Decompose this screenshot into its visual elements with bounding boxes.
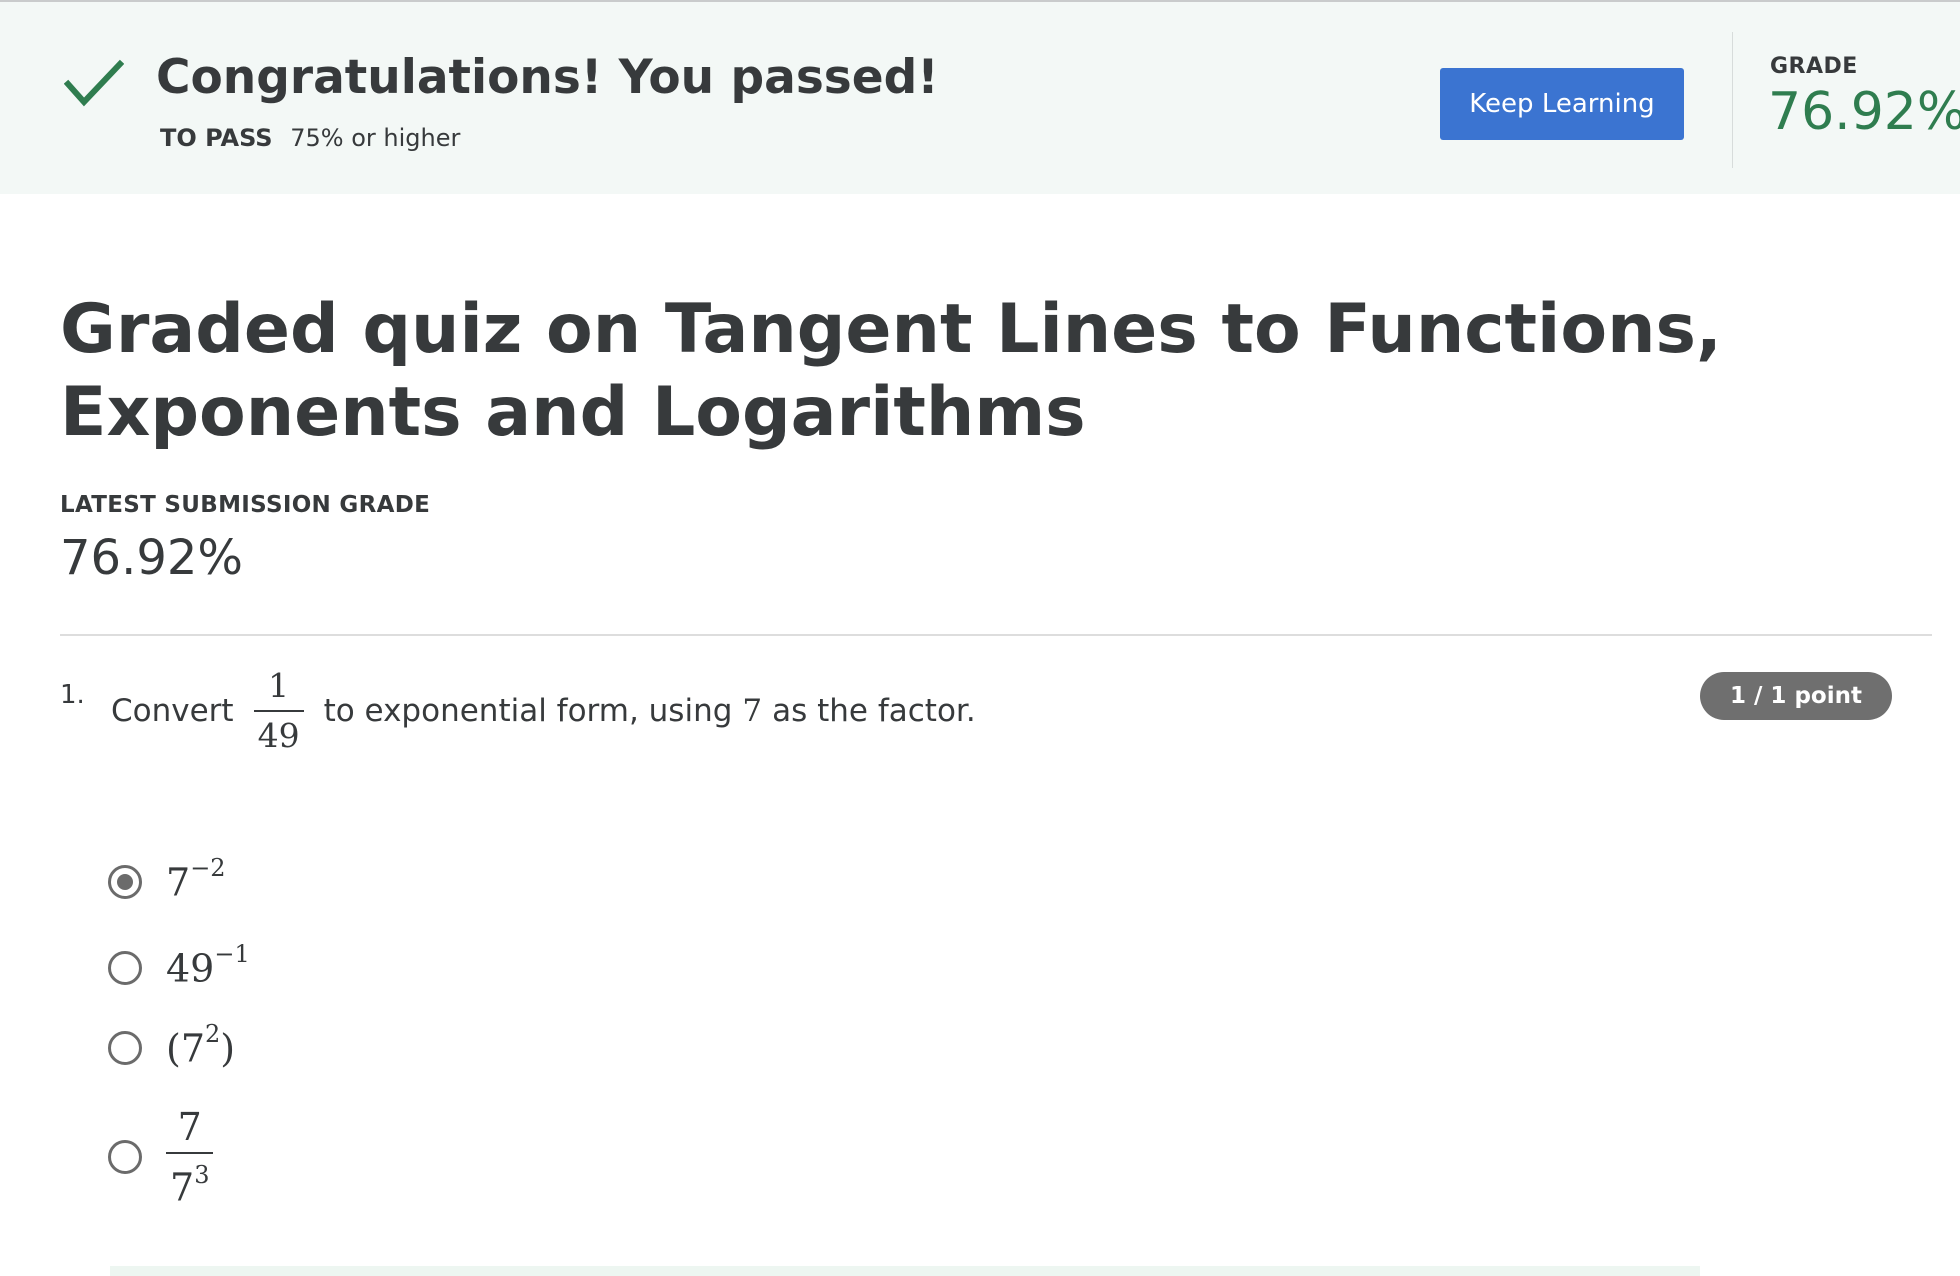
option-label: (72) [166, 1020, 236, 1071]
option-den-base: 7 [170, 1165, 195, 1210]
question-number: 1. [60, 680, 85, 710]
option-exponent: 2 [205, 1020, 221, 1048]
latest-grade-value: 76.92% [60, 530, 244, 586]
question-text-before: Convert [111, 693, 234, 729]
option-den-exponent: 3 [194, 1161, 210, 1189]
option-base: 49 [166, 946, 215, 991]
option-fraction: 7 73 [166, 1105, 214, 1209]
banner-divider [1732, 32, 1733, 168]
feedback-box [110, 1266, 1700, 1276]
option-numerator: 7 [177, 1105, 202, 1149]
option-close-paren: ) [220, 1026, 236, 1071]
option-label: 49−1 [166, 940, 250, 991]
option-exponent: −1 [214, 940, 250, 968]
radio-button[interactable] [108, 951, 142, 986]
pass-banner: Congratulations! You passed! TO PASS 75%… [0, 2, 1960, 194]
grade-label: GRADE [1770, 54, 1858, 79]
question-text-after: as the factor. [772, 693, 976, 729]
answer-option-3[interactable]: (72) [108, 1020, 236, 1071]
question-factor: 7 [742, 693, 763, 729]
option-base: 7 [166, 860, 191, 905]
keep-learning-button[interactable]: Keep Learning [1440, 68, 1684, 140]
fraction-denominator: 49 [257, 716, 300, 755]
radio-button[interactable] [108, 1140, 142, 1175]
section-divider [60, 634, 1932, 636]
option-denominator: 73 [166, 1154, 213, 1209]
radio-button-selected[interactable] [108, 865, 142, 900]
option-open-paren: ( [166, 1026, 181, 1071]
option-base: 7 [180, 1026, 206, 1071]
question-fraction: 1 49 [253, 666, 304, 755]
to-pass-value: 75% or higher [290, 124, 461, 152]
answer-option-1[interactable]: 7−2 [108, 854, 226, 905]
option-fraction-bar [166, 1152, 214, 1154]
top-border [0, 0, 1960, 2]
option-label: 7−2 [166, 854, 226, 905]
fraction-bar [253, 710, 304, 712]
question-text-middle: to exponential form, using [323, 693, 733, 729]
answer-option-2[interactable]: 49−1 [108, 940, 250, 991]
to-pass-label: TO PASS [160, 124, 273, 152]
pass-requirement: TO PASS 75% or higher [160, 124, 460, 152]
pass-message: Congratulations! You passed! [156, 50, 939, 105]
grade-value: 76.92% [1768, 82, 1960, 142]
option-exponent: −2 [190, 854, 226, 882]
radio-button[interactable] [108, 1031, 142, 1066]
fraction-numerator: 1 [268, 666, 290, 705]
question-text: Convert 1 49 to exponential form, using … [111, 668, 976, 754]
check-icon [64, 59, 124, 107]
answer-option-4[interactable]: 7 73 [108, 1105, 214, 1209]
points-badge: 1 / 1 point [1700, 672, 1892, 720]
quiz-title: Graded quiz on Tangent Lines to Function… [60, 290, 1722, 452]
latest-grade-label: LATEST SUBMISSION GRADE [60, 492, 431, 518]
